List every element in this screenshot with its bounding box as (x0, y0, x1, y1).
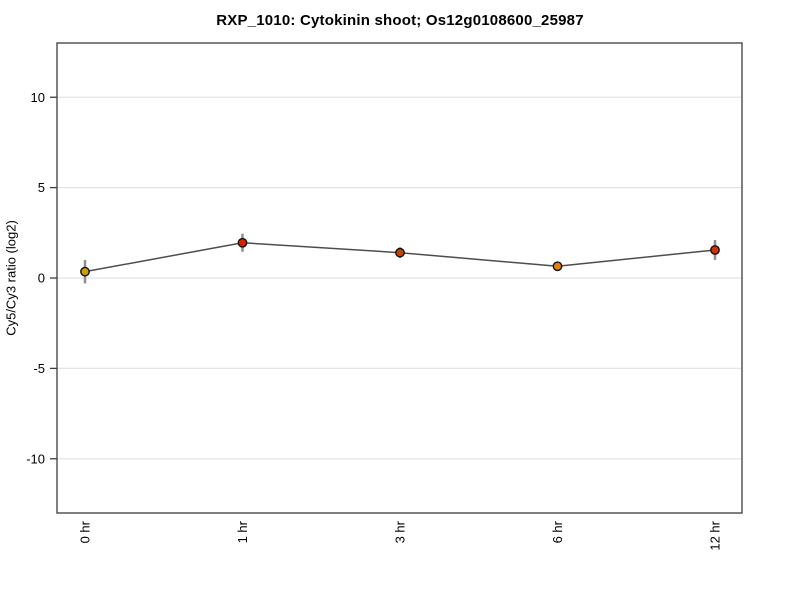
y-tick-label: -10 (26, 451, 45, 466)
y-tick-label: 5 (38, 180, 45, 195)
chart-title: RXP_1010: Cytokinin shoot; Os12g0108600_… (216, 12, 584, 29)
y-tick-label: 10 (31, 90, 45, 105)
x-tick-label: 6 hr (550, 520, 565, 543)
y-tick-label: 0 (38, 271, 45, 286)
data-point (237, 237, 248, 248)
data-point (80, 266, 90, 277)
x-tick-label: 0 hr (78, 520, 93, 543)
data-point (552, 261, 563, 272)
x-tick-label: 1 hr (235, 520, 250, 543)
data-point (395, 247, 405, 258)
x-tick-label: 3 hr (393, 520, 408, 543)
x-tick-label: 12 hr (708, 520, 723, 550)
data-point (710, 245, 720, 255)
y-tick-label: -5 (33, 361, 45, 376)
